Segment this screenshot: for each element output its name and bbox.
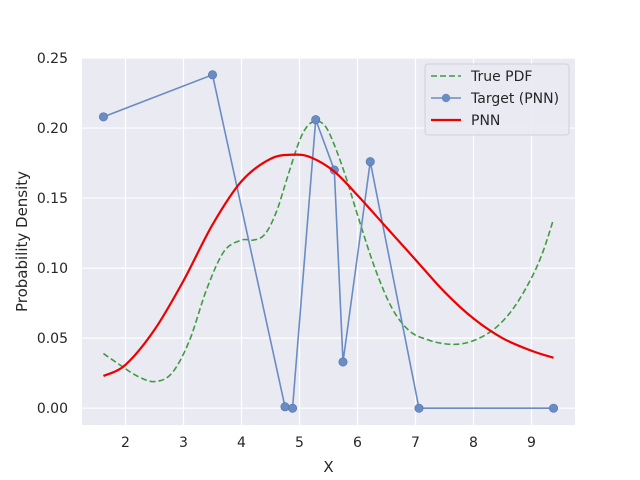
- y-axis-label: Probability Density: [13, 171, 31, 312]
- x-tick-label: 6: [353, 435, 362, 451]
- y-tick-label: 0.15: [37, 191, 68, 207]
- target-point: [549, 403, 559, 413]
- legend-box: [424, 63, 570, 136]
- tick-labels: 2 3 4 5 6 7 8 9 0.00 0.05 0.10 0.15 0.20 0.25: [37, 51, 536, 451]
- x-tick-label: 2: [121, 435, 130, 451]
- x-tick-label: 3: [179, 435, 188, 451]
- target-point: [414, 403, 424, 413]
- target-point: [288, 403, 298, 413]
- target-point: [311, 115, 321, 125]
- x-axis-label: X: [323, 458, 333, 476]
- series-true-pdf-line: [103, 120, 555, 383]
- y-tick-label: 0.05: [37, 331, 68, 347]
- legend-target-marker: [441, 93, 451, 103]
- x-tick-label: 4: [237, 435, 246, 451]
- legend-pnn-label: PNN: [471, 113, 500, 129]
- target-point: [280, 402, 290, 412]
- x-tick-label: 9: [527, 435, 536, 451]
- y-tick-label: 0.10: [37, 261, 68, 277]
- legend: True PDF Target (PNN) PNN: [424, 63, 570, 136]
- series-layer: [98, 70, 559, 413]
- x-tick-label: 8: [469, 435, 478, 451]
- target-point: [208, 70, 218, 80]
- target-point: [365, 157, 375, 167]
- target-point: [338, 357, 348, 367]
- x-tick-label: 5: [295, 435, 304, 451]
- series-target-line: [103, 73, 554, 410]
- y-tick-label: 0.00: [37, 401, 68, 417]
- legend-true-pdf-label: True PDF: [470, 69, 532, 85]
- y-tick-label: 0.25: [37, 51, 68, 67]
- y-tick-label: 0.20: [37, 121, 68, 137]
- legend-target-label: Target (PNN): [470, 91, 559, 107]
- series-pnn-line: [102, 153, 554, 377]
- x-tick-label: 7: [411, 435, 420, 451]
- target-point: [98, 112, 108, 122]
